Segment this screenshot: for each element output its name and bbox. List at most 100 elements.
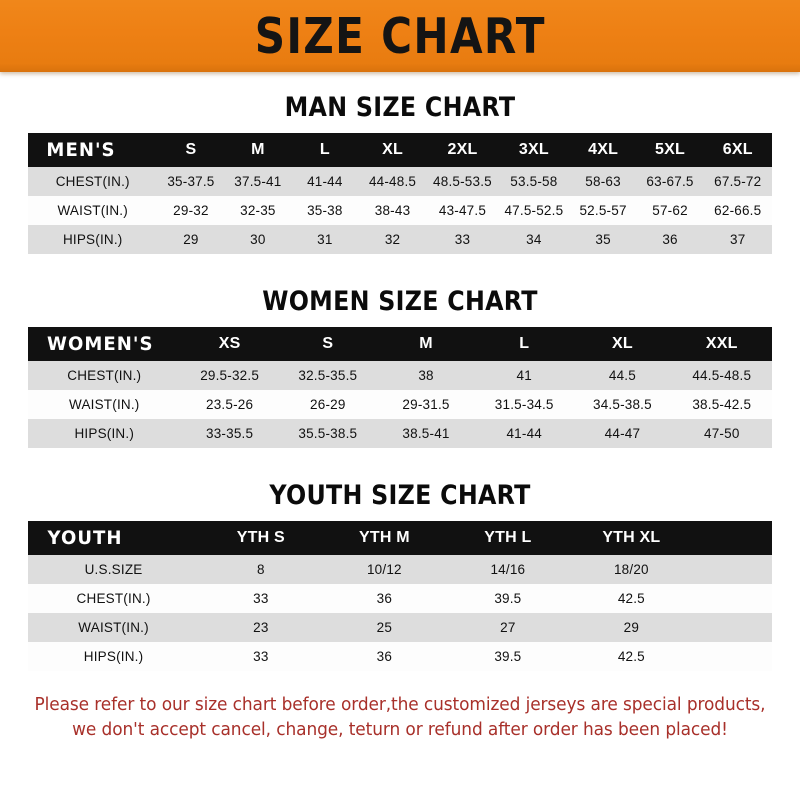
men-cell: 35-38 [307,203,343,218]
women-cell: 44-47 [604,426,641,441]
men-col-header: L [319,141,330,158]
men-cell: 62-66.5 [714,203,762,218]
women-cell: 44.5 [608,368,636,383]
spacer-women-to-youth [0,448,800,482]
women-cell: 23.5-26 [206,397,254,412]
youth-cell: 36 [376,649,393,664]
men-cell: 58-63 [585,174,621,189]
women-cell: 35.5-38.5 [298,426,358,441]
men-section-title: MAN SIZE CHART [284,92,516,123]
youth-cell: 10/12 [366,562,402,577]
youth-col-header: YTH L [484,529,532,546]
men-cell: 34 [526,232,542,247]
table-row: CHEST(IN.) 29.5-32.5 32.5-35.5 38 41 44.… [28,361,772,390]
men-cell: 32-35 [240,203,276,218]
men-cell: 47.5-52.5 [504,203,564,218]
women-row-label: WAIST(IN.) [69,397,140,412]
men-cell: 41-44 [307,174,343,189]
women-cell: 47-50 [704,426,740,441]
women-size-table: WOMEN'S XS S M L XL XXL CHEST(IN.) 29.5-… [28,327,772,448]
youth-cell: 33 [253,591,269,606]
women-cell: 41-44 [506,426,542,441]
men-cell: 33 [454,232,471,247]
women-col-header: M [419,335,433,352]
spacer-men-to-women [0,254,800,288]
youth-table-wrap: YOUTH YTH S YTH M YTH L YTH XL U.S.SIZE … [28,521,772,671]
women-table-wrap: WOMEN'S XS S M L XL XXL CHEST(IN.) 29.5-… [28,327,772,448]
youth-cell: 36 [376,591,393,606]
women-cell: 26-29 [310,397,346,412]
men-cell: 43-47.5 [438,203,487,218]
men-row-label: WAIST(IN.) [57,203,128,218]
spacer-youth-to-footer [0,671,800,693]
table-row: WAIST(IN.) 23 25 27 29 [28,613,772,642]
table-row: U.S.SIZE 8 10/12 14/16 18/20 [28,555,772,584]
youth-cell: 33 [253,649,269,664]
women-header-row: WOMEN'S XS S M L XL XXL [28,327,772,361]
men-cell: 37.5-41 [234,174,282,189]
youth-section-title: YOUTH SIZE CHART [269,480,531,511]
women-col-header: L [519,335,530,352]
youth-cell-empty [693,555,772,584]
youth-cell-empty [693,613,772,642]
men-cell: 53.5-58 [510,174,558,189]
women-header-label: WOMEN'S [47,333,154,355]
men-cell: 37 [730,232,746,247]
youth-header-label: YOUTH [47,527,123,549]
youth-cell-empty [693,584,772,613]
men-cell: 31 [317,232,333,247]
men-size-table: MEN'S S M L XL 2XL 3XL 4XL 5XL 6XL CHEST… [28,133,772,254]
youth-cell: 29 [623,620,640,635]
men-col-header: 6XL [722,141,753,158]
women-cell: 44.5-48.5 [692,368,752,383]
men-header-label: MEN'S [46,139,116,161]
men-col-header: S [185,141,197,158]
men-cell: 36 [662,232,678,247]
table-row: CHEST(IN.) 33 36 39.5 42.5 [28,584,772,613]
youth-cell: 27 [500,620,516,635]
men-cell: 38-43 [374,203,411,218]
women-cell: 33-35.5 [206,426,254,441]
page-title: SIZE CHART [254,7,546,65]
men-row-label: CHEST(IN.) [55,174,130,189]
men-col-header: 3XL [518,141,549,158]
women-cell: 38.5-42.5 [692,397,752,412]
youth-cell: 42.5 [617,591,645,606]
youth-cell: 14/16 [490,562,526,577]
women-col-header: XXL [705,335,738,352]
men-table-wrap: MEN'S S M L XL 2XL 3XL 4XL 5XL 6XL CHEST… [28,133,772,254]
men-header-row: MEN'S S M L XL 2XL 3XL 4XL 5XL 6XL [28,133,772,167]
men-cell: 32 [384,232,401,247]
men-col-header: M [251,141,265,158]
footer-line-1: Please refer to our size chart before or… [34,695,766,715]
men-cell: 29-32 [173,203,209,218]
men-cell: 29 [183,232,199,247]
women-cell: 41 [516,368,532,383]
youth-row-label: U.S.SIZE [84,562,143,577]
women-cell: 29.5-32.5 [200,368,260,383]
youth-row-label: HIPS(IN.) [83,649,144,664]
table-row: HIPS(IN.) 33-35.5 35.5-38.5 38.5-41 41-4… [28,419,772,448]
women-col-header: XS [218,335,241,352]
youth-cell: 23 [253,620,269,635]
women-col-header: S [322,335,334,352]
youth-col-header-empty [693,521,772,555]
men-row-label: HIPS(IN.) [62,232,123,247]
youth-col-header: YTH XL [602,529,661,546]
men-cell: 35-37.5 [167,174,215,189]
women-cell: 29-31.5 [402,397,450,412]
men-cell: 67.5-72 [714,174,762,189]
footer-line-2: we don't accept cancel, change, teturn o… [72,720,728,741]
men-cell: 52.5-57 [579,203,627,218]
spacer-banner-to-men [0,72,800,94]
men-cell: 44-48.5 [368,174,417,189]
youth-cell: 18/20 [613,562,649,577]
women-cell: 32.5-35.5 [298,368,358,383]
women-section-title: WOMEN SIZE CHART [262,286,538,317]
youth-row-label: CHEST(IN.) [76,591,151,606]
men-col-header: 4XL [588,141,619,158]
table-row: HIPS(IN.) 29 30 31 32 33 34 35 36 37 [28,225,772,254]
youth-col-header: YTH S [236,529,285,546]
footer-disclaimer: Please refer to our size chart before or… [30,693,769,744]
men-cell: 48.5-53.5 [433,174,492,189]
